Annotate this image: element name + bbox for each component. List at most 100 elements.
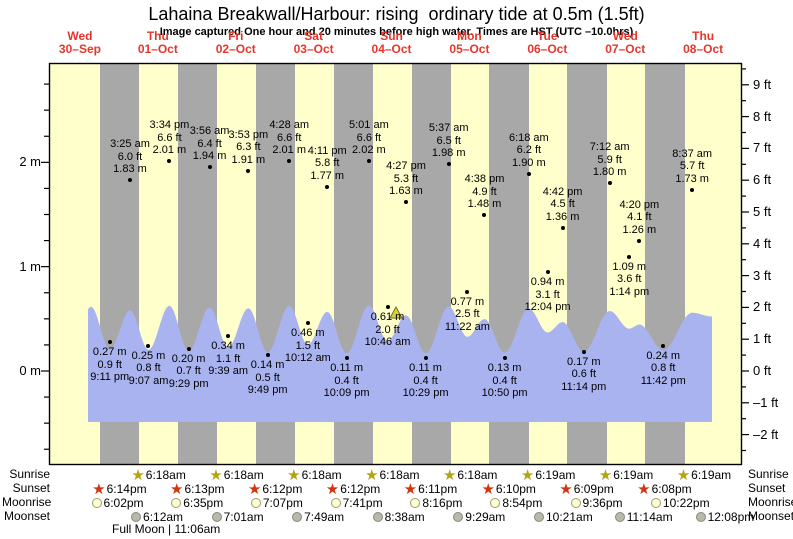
moonset-time: 10:21am (545, 510, 593, 524)
sunset-entry: ★ 6:09pm (559, 481, 613, 497)
right-axis-tick-label: 6 ft (753, 172, 772, 188)
sunset-star-icon: ★ (170, 480, 184, 498)
sunrise-entry: ★ 6:19am (677, 467, 731, 483)
right-axis-tick-label: 7 ft (753, 140, 772, 156)
moonrise-time: 9:36pm (582, 496, 623, 510)
left-axis-tick-label: 1 m (19, 258, 41, 274)
day-weekday: Fri (228, 29, 244, 43)
sunset-time: 6:09pm (573, 482, 614, 496)
sunset-time: 6:12pm (340, 482, 381, 496)
day-weekday: Sun (380, 29, 403, 43)
high-tide-annotation: 3:56 am 6.4 ft 1.94 m (189, 125, 230, 163)
moonset-entry: 10:21am (533, 509, 593, 525)
night-column (489, 63, 529, 465)
tide-event-dot (661, 343, 666, 348)
moonset-circle-icon (292, 512, 303, 522)
moonrise-entry: 9:36pm (570, 495, 623, 511)
moon-phase-note: Full Moon | 11:06am (112, 522, 221, 536)
day-label: Wed 30–Sep (59, 30, 101, 56)
sunrise-star-icon: ★ (131, 466, 145, 484)
sunrise-entry: ★ 6:18am (209, 467, 263, 483)
moonrise-label-right: Moonrise (748, 495, 793, 509)
chart-subtitle: Image captured One hour and 20 minutes b… (159, 26, 634, 38)
low-tide-annotation: 0.11 m 0.4 ft 10:29 pm (402, 362, 449, 400)
sunrise-time: 6:18am (457, 468, 498, 482)
tide-event-dot (627, 254, 632, 259)
sunset-time: 6:11pm (418, 482, 458, 496)
left-axis-tick-label: 2 m (19, 154, 41, 170)
moonset-entry: 7:01am (211, 509, 264, 525)
moonset-circle-icon (614, 512, 625, 522)
sunrise-time: 6:19am (691, 468, 732, 482)
high-tide-annotation: 4:27 pm 5.3 ft 1.63 m (386, 160, 426, 198)
sunset-star-icon: ★ (325, 480, 340, 498)
sunset-label-left: Sunset (12, 481, 50, 495)
day-date: 01–Oct (137, 42, 178, 56)
day-date: 02–Oct (215, 42, 256, 56)
tide-event-dot (637, 238, 642, 243)
moonset-label-left: Moonset (3, 509, 50, 523)
sunset-entry: ★ 6:11pm (404, 481, 458, 497)
sunrise-star-icon: ★ (287, 466, 301, 484)
sunset-star-icon: ★ (403, 480, 418, 498)
tide-event-dot (423, 356, 428, 361)
moonrise-time: 8:54pm (502, 496, 543, 510)
day-weekday: Thu (692, 29, 715, 43)
moonrise-circle-icon (91, 498, 102, 508)
high-tide-annotation: 5:37 am 6.5 ft 1.98 m (428, 122, 469, 160)
sunset-time: 6:08pm (651, 482, 692, 496)
moonset-time: 8:38am (384, 510, 425, 524)
moonrise-circle-icon (171, 498, 182, 508)
moonset-time: 11:14am (626, 510, 673, 524)
sunset-star-icon: ★ (247, 480, 262, 498)
moonset-entry: 8:38am (372, 509, 425, 525)
high-tide-annotation: 4:28 am 6.6 ft 2.01 m (269, 119, 310, 157)
moonrise-entry: 10:22pm (650, 495, 710, 511)
moonrise-label-left: Moonrise (2, 495, 52, 509)
sunset-entry: ★ 6:12pm (326, 481, 380, 497)
tide-event-dot (581, 349, 586, 354)
tide-event-dot (325, 184, 330, 189)
high-tide-annotation: 3:34 pm 6.6 ft 2.01 m (149, 119, 190, 157)
moonrise-entry: 8:54pm (490, 495, 542, 511)
moonset-time: 7:49am (304, 510, 345, 524)
right-axis-tick-label: 4 ft (753, 235, 772, 251)
day-date: 30–Sep (58, 42, 101, 56)
sunset-star-icon: ★ (559, 480, 573, 498)
moonrise-entry: 7:07pm (250, 495, 303, 511)
low-tide-annotation: 0.27 m 0.9 ft 9:11 pm (90, 346, 130, 384)
moonrise-time: 7:41pm (342, 496, 383, 510)
sunrise-time: 6:18am (145, 468, 186, 482)
tide-event-dot (502, 356, 507, 361)
moonrise-entry: 6:35pm (171, 495, 223, 511)
low-tide-annotation: 0.20 m 0.7 ft 9:29 pm (168, 352, 209, 390)
sunrise-label-left: Sunrise (9, 467, 50, 481)
day-label: Thu 01–Oct (138, 30, 178, 56)
sunset-entry: ★ 6:10pm (481, 481, 535, 497)
moonset-circle-icon (211, 512, 222, 522)
sunset-star-icon: ★ (92, 480, 106, 498)
high-tide-annotation: 8:37 am 5.7 ft 1.73 m (672, 147, 713, 185)
high-tide-annotation: 7:12 am 5.9 ft 1.80 m (589, 141, 630, 179)
low-tide-annotation: 0.46 m 1.5 ft 10:12 am (284, 327, 331, 365)
low-tide-annotation: 1.09 m 3.6 ft 1:14 pm (609, 260, 650, 298)
sunrise-entry: ★ 6:18am (131, 467, 185, 483)
low-tide-annotation: 0.61 m 2.0 ft 10:46 am (364, 311, 411, 349)
right-axis-tick-label: –1 ft (753, 394, 779, 410)
day-weekday: Sat (304, 29, 323, 43)
sunset-entry: ★ 6:08pm (637, 481, 691, 497)
sunrise-time: 6:18am (223, 468, 264, 482)
day-date: 04–Oct (371, 42, 412, 56)
moonset-entry: 7:49am (292, 509, 344, 525)
night-column (645, 63, 685, 465)
day-date: 03–Oct (293, 42, 334, 56)
sunrise-entry: ★ 6:18am (287, 467, 341, 483)
sunrise-entry: ★ 6:18am (365, 467, 419, 483)
sunrise-entry: ★ 6:19am (521, 467, 575, 483)
tide-event-dot (344, 356, 349, 361)
day-date: 08–Oct (683, 42, 724, 56)
tide-event-dot (690, 187, 695, 192)
sunset-star-icon: ★ (637, 480, 651, 498)
left-axis-tick-label: 0 m (19, 363, 41, 378)
